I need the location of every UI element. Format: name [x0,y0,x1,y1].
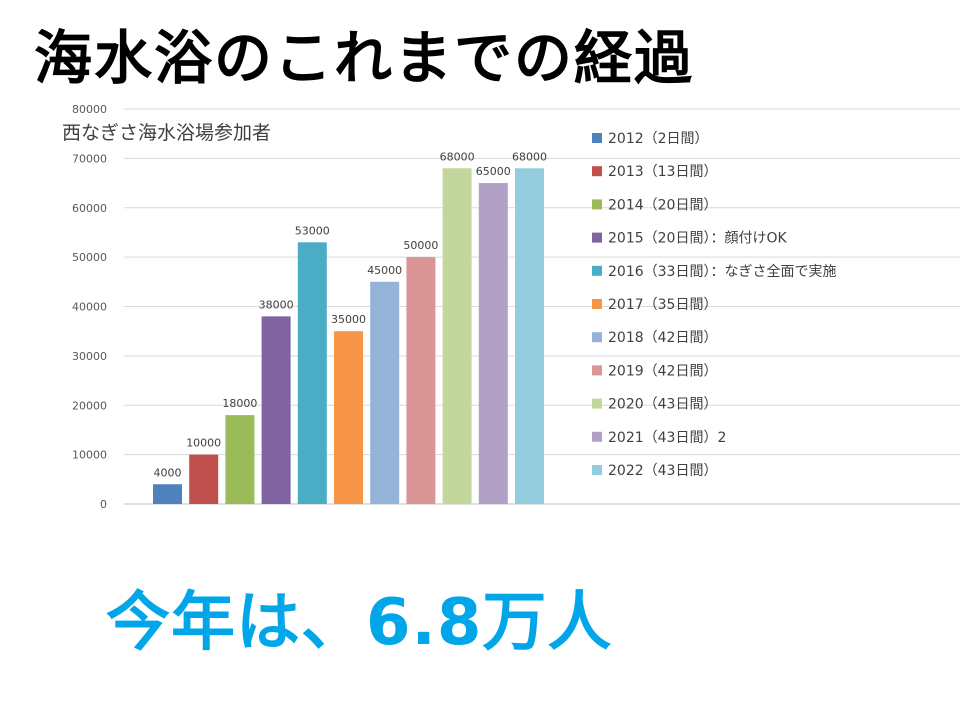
bar [478,183,508,504]
data-label: 68000 [512,150,547,163]
legend-label: 2021（43日間）2 [608,430,726,446]
bar [153,484,182,504]
data-label: 4000 [154,466,182,479]
legend-label: 2014（20日間） [608,197,717,213]
bar [189,454,219,504]
data-label: 10000 [186,437,221,450]
y-tick-label: 70000 [72,152,107,165]
legend-swatch [592,365,602,376]
legend-label: 2020（43日間） [608,397,717,413]
legend-label: 2013（13日間） [608,164,717,180]
y-tick-label: 0 [100,498,107,511]
y-tick-label: 40000 [72,301,107,314]
bar [225,415,255,504]
legend-swatch [592,332,602,343]
data-label: 38000 [259,298,294,311]
legend-swatch [592,232,602,243]
data-label: 50000 [403,239,438,252]
bar [406,257,436,504]
data-label: 65000 [476,165,511,178]
legend-label: 2017（35日間） [608,297,717,313]
bar [297,242,327,504]
legend-swatch [592,465,602,475]
y-tick-label: 80000 [72,103,107,116]
legend-swatch [592,265,602,276]
chart-svg: 0 10000 20000 30000 40000 50000 60000 70000 8000… [62,103,960,511]
legend-swatch [592,431,602,442]
data-label: 35000 [331,313,366,326]
slide-title: 海水浴のこれまでの経過 [34,24,695,92]
legend-swatch [592,398,602,409]
bar [334,331,363,504]
legend-label: 2018（42日間） [608,330,717,346]
bar [370,281,400,504]
y-tick-label: 20000 [72,399,107,412]
data-label: 45000 [367,264,402,277]
legend-swatch [592,166,602,177]
chart-title: 西なぎさ海水浴場参加者 [62,122,271,144]
data-label: 68000 [440,150,475,163]
bar-chart: 0 10000 20000 30000 40000 50000 60000 70000 8000… [0,90,960,530]
legend-swatch [592,299,602,309]
legend-swatch [592,133,602,143]
bar [442,168,472,504]
bar [515,168,544,504]
data-label: 18000 [222,397,257,410]
legend-label: 2015（20日間）：顔付けOK [608,231,787,247]
data-label: 53000 [295,224,330,237]
summary-text: 今年は、6.8万人 [106,586,613,660]
legend-label: 2012（2日間） [608,131,709,147]
legend-label: 2019（42日間） [608,363,717,379]
y-tick-label: 10000 [72,449,107,462]
y-tick-label: 50000 [72,251,107,264]
legend-swatch [592,199,602,210]
y-tick-label: 30000 [72,350,107,363]
bar [261,316,291,504]
y-tick-label: 60000 [72,202,107,215]
legend-label: 2022（43日間） [608,463,717,479]
legend-label: 2016（33日間）：なぎさ全面で実施 [608,263,836,280]
